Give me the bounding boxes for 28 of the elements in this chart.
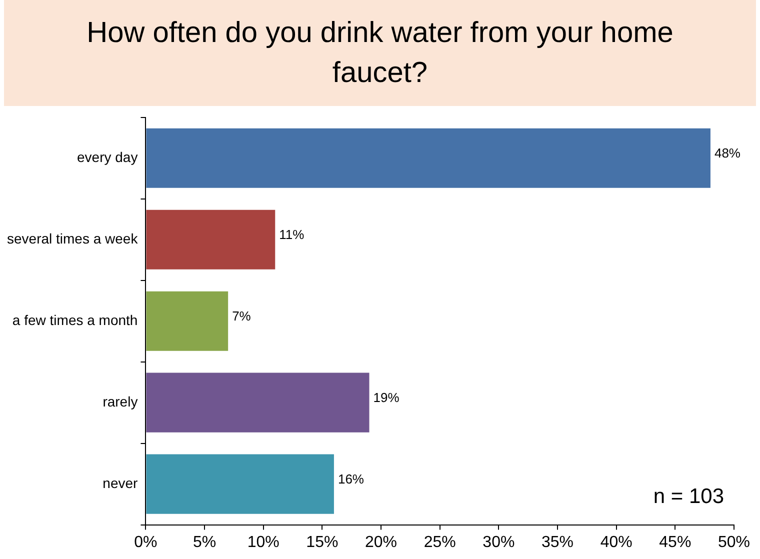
y-tick-label: several times a week	[7, 230, 139, 246]
x-tick-label: 30%	[482, 534, 515, 551]
x-tick-label: 0%	[134, 534, 158, 551]
x-tick-label: 20%	[365, 534, 398, 551]
bar	[146, 291, 228, 351]
data-label: 7%	[232, 308, 252, 324]
y-tick-label: a few times a month	[12, 312, 138, 328]
bar	[146, 372, 370, 432]
bar	[146, 454, 334, 514]
x-tick-label: 25%	[424, 534, 456, 551]
bar	[146, 210, 276, 270]
data-label: 19%	[373, 390, 400, 406]
x-tick-label: 15%	[306, 534, 338, 551]
data-label: 48%	[714, 146, 741, 161]
data-label: 16%	[338, 472, 364, 487]
y-tick-label: never	[102, 474, 138, 491]
bar	[146, 128, 710, 188]
x-tick-label: 5%	[192, 534, 216, 551]
x-tick-label: 10%	[247, 534, 280, 551]
x-tick-label: 45%	[659, 534, 692, 551]
y-tick-label: every day	[77, 149, 138, 165]
x-tick-label: 40%	[600, 534, 632, 551]
data-label: 11%	[279, 227, 305, 242]
x-tick-label: 50%	[718, 534, 750, 551]
y-tick-label: rarely	[102, 393, 138, 410]
x-tick-label: 35%	[542, 534, 574, 551]
chart-title: How often do you drink water from your home faucet?	[4, 0, 756, 106]
annotation: n = 103	[653, 484, 724, 508]
